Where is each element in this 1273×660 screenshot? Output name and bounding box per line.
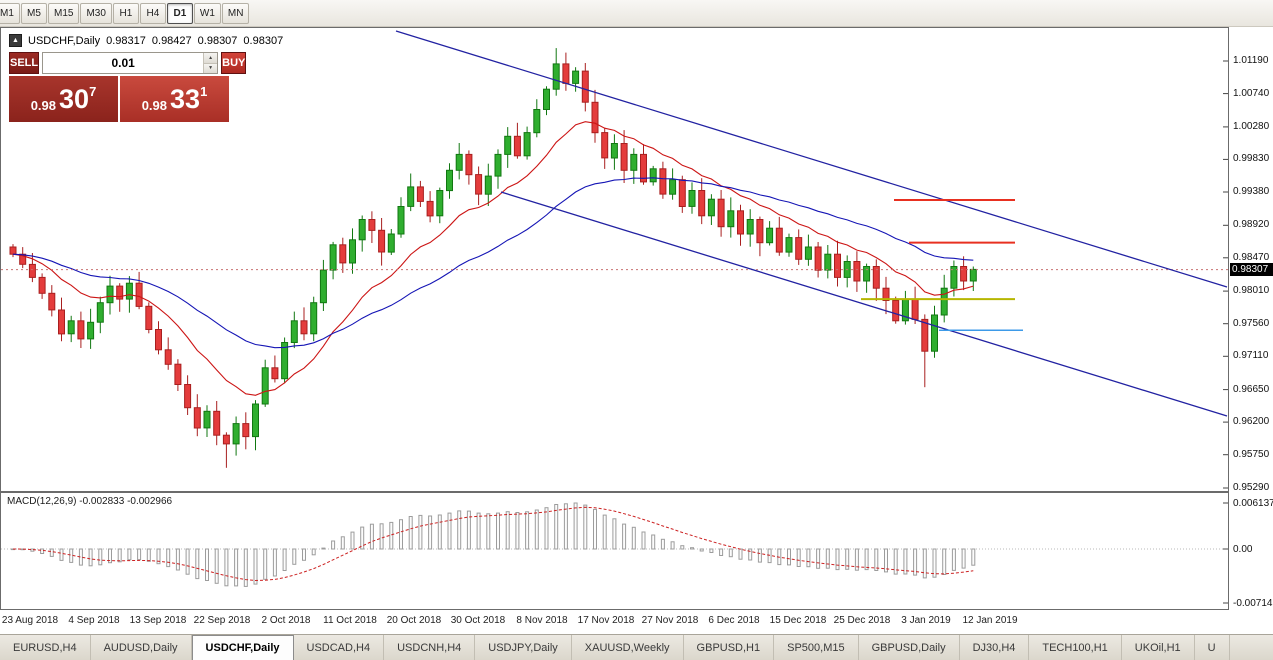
chart-tab-gbpusd-h1[interactable]: GBPUSD,H1	[684, 635, 775, 660]
date-axis-label: 27 Nov 2018	[641, 615, 699, 626]
chart-tab-usdchf-daily[interactable]: USDCHF,Daily	[191, 635, 294, 660]
date-axis-label: 8 Nov 2018	[516, 615, 568, 626]
sell-price-prefix: 0.98	[30, 97, 57, 113]
date-axis-label: 22 Sep 2018	[193, 615, 251, 626]
buy-price-prefix: 0.98	[141, 97, 168, 113]
chart-tab-gbpusd-daily[interactable]: GBPUSD,Daily	[859, 635, 960, 660]
chart-tab-usdcnh-h4[interactable]: USDCNH,H4	[384, 635, 476, 660]
macd-chart[interactable]	[1, 493, 1228, 609]
chart-ohlc-header: ▲ USDCHF,Daily 0.98317 0.98427 0.98307 0…	[9, 34, 283, 47]
date-axis-label: 3 Jan 2019	[901, 615, 951, 626]
macd-axis-label: 0.006137	[1233, 498, 1273, 509]
timeframe-button-w1[interactable]: W1	[193, 2, 221, 24]
price-axis-label: 1.00280	[1233, 120, 1270, 132]
date-axis-label: 25 Dec 2018	[833, 615, 891, 626]
ohlc-close: 0.98307	[243, 34, 284, 47]
date-axis-label: 11 Oct 2018	[323, 615, 377, 626]
date-axis-label: 4 Sep 2018	[68, 615, 120, 626]
volume-control: ▲ ▼	[42, 52, 219, 74]
ohlc-open: 0.98317	[106, 34, 146, 47]
volume-decrease-button[interactable]: ▼	[204, 63, 218, 73]
price-axis-label: 0.99830	[1233, 153, 1270, 165]
price-axis-label: 0.97110	[1233, 350, 1269, 362]
one-click-collapse-button[interactable]: ▲	[9, 34, 22, 47]
price-axis-label: 0.95750	[1233, 448, 1270, 460]
one-click-trading-panel: SELL ▲ ▼ BUY 0.98 30 7 0.98	[9, 52, 247, 122]
price-axis-label: 1.01190	[1233, 55, 1269, 66]
date-axis-label: 17 Nov 2018	[577, 615, 635, 626]
buy-button[interactable]: BUY	[221, 52, 247, 74]
timeframe-button-m15[interactable]: M15	[48, 2, 80, 24]
chart-tab-tech100-h1[interactable]: TECH100,H1	[1029, 635, 1122, 660]
date-axis-label: 20 Oct 2018	[386, 615, 442, 626]
price-chart-panel: ▲ USDCHF,Daily 0.98317 0.98427 0.98307 0…	[0, 27, 1229, 492]
buy-price-big: 33	[170, 83, 201, 114]
chart-tab-usdjpy-daily[interactable]: USDJPY,Daily	[475, 635, 572, 660]
price-axis-label: 0.96650	[1233, 383, 1270, 395]
sell-button[interactable]: SELL	[9, 52, 40, 74]
timeframe-buttons: M1 M5 M15 M30 H1 H4 D1 W1 MN	[0, 2, 250, 24]
chart-tab-eurusd-h4[interactable]: EURUSD,H4	[0, 635, 91, 660]
chart-tab-ukoil-h1[interactable]: UKOil,H1	[1122, 635, 1195, 660]
date-axis-label: 12 Jan 2019	[962, 615, 1018, 626]
ohlc-high: 0.98427	[151, 34, 192, 47]
chart-symbol-label: USDCHF,Daily	[28, 34, 101, 47]
timeframe-toolbar: M1 M5 M15 M30 H1 H4 D1 W1 MN	[0, 0, 1273, 27]
sell-price-big: 30	[59, 83, 90, 114]
price-axis-label: 0.98470	[1233, 251, 1270, 263]
timeframe-button-m5[interactable]: M5	[21, 2, 47, 24]
timeframe-button-h1[interactable]: H1	[112, 2, 139, 24]
price-axis-label: 0.98010	[1233, 285, 1270, 297]
volume-spinner: ▲ ▼	[203, 53, 218, 73]
ohlc-low: 0.98307	[197, 34, 238, 47]
date-axis-label: 23 Aug 2018	[1, 615, 59, 626]
chart-tab-sp500-m15[interactable]: SP500,M15	[774, 635, 859, 660]
price-axis[interactable]: 1.01190 1.00740 1.00280 0.99830 0.99380 0.989…	[1230, 27, 1273, 610]
macd-indicator-label: MACD(12,26,9) -0.002833 -0.002966	[7, 496, 173, 507]
price-axis-label: 0.95290	[1233, 481, 1270, 493]
timeframe-button-mn[interactable]: MN	[221, 2, 250, 24]
price-chart[interactable]	[1, 28, 1228, 491]
price-axis-label: 0.98920	[1233, 219, 1270, 231]
date-axis-label: 30 Oct 2018	[450, 615, 506, 626]
timeframe-button-m1[interactable]: M1	[0, 2, 20, 24]
date-axis-label: 6 Dec 2018	[708, 615, 760, 626]
chart-tabs-bar: EURUSD,H4 AUDUSD,Daily USDCHF,Daily USDCAD,…	[0, 634, 1273, 660]
sell-price-pip: 7	[89, 84, 97, 99]
price-axis-label: 0.96200	[1233, 416, 1270, 428]
date-axis-label: 13 Sep 2018	[129, 615, 187, 626]
volume-input[interactable]	[43, 53, 204, 73]
chart-tab-audusd-daily[interactable]: AUDUSD,Daily	[91, 635, 192, 660]
price-axis-label: 0.99380	[1233, 185, 1270, 197]
date-axis[interactable]: 23 Aug 2018 4 Sep 2018 13 Sep 2018 22 Sep 2…	[0, 610, 1229, 634]
chart-tab-usdcad-h4[interactable]: USDCAD,H4	[294, 635, 385, 660]
timeframe-button-h4[interactable]: H4	[139, 2, 166, 24]
chart-tab-xauusd-weekly[interactable]: XAUUSD,Weekly	[572, 635, 684, 660]
sell-price-button[interactable]: 0.98 30 7	[9, 76, 118, 122]
timeframe-button-d1[interactable]: D1	[166, 2, 193, 24]
volume-increase-button[interactable]: ▲	[204, 53, 218, 64]
buy-price-pip: 1	[200, 84, 208, 99]
price-axis-label: 0.97560	[1233, 317, 1270, 329]
timeframe-button-m30[interactable]: M30	[80, 2, 112, 24]
date-axis-label: 2 Oct 2018	[261, 615, 311, 626]
chart-tab-u[interactable]: U	[1195, 635, 1230, 660]
current-price-tag: 0.98307	[1230, 262, 1273, 276]
chart-tab-dj30-h4[interactable]: DJ30,H4	[960, 635, 1030, 660]
date-axis-label: 15 Dec 2018	[769, 615, 827, 626]
price-axis-label: 1.00740	[1233, 87, 1270, 99]
buy-price-button[interactable]: 0.98 33 1	[120, 76, 229, 122]
macd-axis-label: 0.00	[1233, 544, 1253, 555]
macd-indicator-panel: MACD(12,26,9) -0.002833 -0.002966	[0, 492, 1229, 610]
